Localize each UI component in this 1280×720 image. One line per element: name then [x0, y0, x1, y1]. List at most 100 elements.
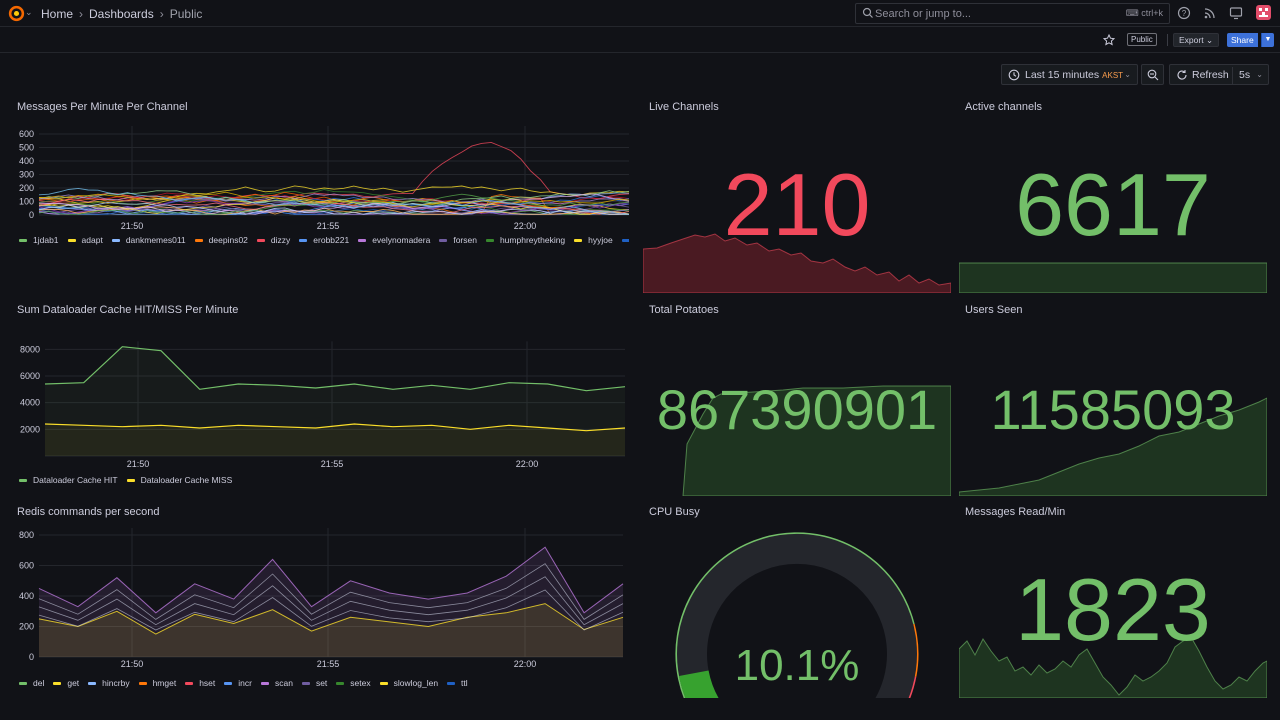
- rss-news-icon[interactable]: [1203, 6, 1217, 20]
- legend-label: hyyjoe: [588, 235, 613, 245]
- gauge-track: [677, 534, 917, 698]
- legend-item[interactable]: set: [301, 676, 327, 692]
- grafana-logo-icon[interactable]: [8, 5, 25, 22]
- panel-total-potatoes: Total Potatoes 867390901: [643, 304, 951, 496]
- x-tick-label: 22:00: [514, 659, 537, 669]
- chevron-right-icon: ›: [159, 7, 164, 21]
- share-options-chevron-icon[interactable]: ▼: [1261, 33, 1274, 47]
- legend-item[interactable]: get: [53, 676, 79, 692]
- panel-title[interactable]: Messages Read/Min: [965, 506, 1066, 518]
- legend-item[interactable]: adapt: [67, 233, 103, 249]
- messages-read-sparkline: [959, 636, 1267, 698]
- breadcrumb: Home › Dashboards › Public: [41, 7, 202, 21]
- stat-value: 867390901: [656, 378, 938, 441]
- time-range-label: Last 15 minutes AKST: [1025, 69, 1124, 81]
- legend-item[interactable]: slowlog_len: [379, 676, 439, 692]
- panel-title[interactable]: Messages Per Minute Per Channel: [17, 101, 188, 113]
- legend-item[interactable]: forsen: [439, 233, 477, 249]
- legend-item[interactable]: hmget: [138, 676, 176, 692]
- legend-swatch: [19, 239, 27, 243]
- panel-users-seen: Users Seen 11585093: [959, 304, 1267, 496]
- dataloader-timeseries-chart[interactable]: 8000 6000 4000 2000 21:50 21:55 22:00: [17, 332, 629, 474]
- redis-timeseries-chart[interactable]: 800 600 400 200 0 21:50 21:55 22:00: [17, 528, 629, 678]
- legend-swatch: [88, 682, 97, 686]
- legend-label: humphreytheking: [499, 235, 566, 245]
- legend-swatch: [621, 239, 629, 243]
- refresh-interval[interactable]: 5s: [1239, 69, 1251, 81]
- x-tick-label: 21:50: [121, 659, 144, 669]
- clock-icon: [1008, 69, 1020, 81]
- chart-legend: del get hincrby hmget hset incr scan set setex sl…: [19, 676, 477, 692]
- legend-swatch: [185, 682, 194, 686]
- svg-text:?: ?: [1182, 9, 1187, 18]
- chevron-down-icon: ⌄: [1124, 70, 1131, 79]
- stat-value: 210: [723, 155, 871, 254]
- y-tick-label: 500: [19, 143, 34, 153]
- search-input[interactable]: Search or jump to... ⌨ ctrl+k: [855, 3, 1170, 24]
- legend-item[interactable]: humphreytheking: [485, 233, 566, 249]
- legend-item[interactable]: evelynomadera: [358, 233, 430, 249]
- legend-item[interactable]: erobb221: [299, 233, 349, 249]
- legend-item[interactable]: Icedmambaa: [621, 233, 629, 249]
- legend-item[interactable]: del: [19, 676, 44, 692]
- legend-item[interactable]: dankmemes011: [111, 233, 186, 249]
- legend-item[interactable]: 1jdab1: [19, 233, 59, 249]
- chevron-right-icon: ›: [79, 7, 84, 21]
- export-button[interactable]: Export ⌄: [1173, 33, 1220, 47]
- panel-live-channels: Live Channels 210: [643, 101, 951, 293]
- legend-item[interactable]: deepins02: [194, 233, 248, 249]
- legend-item[interactable]: hyyjoe: [574, 233, 613, 249]
- panel-dataloader-cache: Sum Dataloader Cache HIT/MISS Per Minute…: [17, 304, 629, 490]
- time-range-picker[interactable]: Last 15 minutes AKST ⌄: [1001, 64, 1138, 85]
- breadcrumb-home[interactable]: Home: [41, 7, 74, 21]
- breadcrumb-dashboards[interactable]: Dashboards: [89, 7, 154, 21]
- legend-swatch: [485, 239, 494, 243]
- legend-label: scan: [274, 678, 293, 688]
- y-tick-label: 2000: [20, 424, 40, 434]
- legend-item[interactable]: Dataloader Cache HIT: [19, 473, 118, 489]
- panel-title[interactable]: Live Channels: [649, 101, 719, 113]
- legend-label: dizzy: [270, 235, 291, 245]
- chevron-down-icon[interactable]: ⌄: [25, 7, 33, 17]
- x-tick-label: 22:00: [514, 221, 537, 231]
- legend-item[interactable]: incr: [224, 676, 252, 692]
- divider: [1232, 67, 1233, 84]
- messages-timeseries-chart[interactable]: 600 500 400 300 200 100 0 21:50 21:55 22:00: [17, 125, 629, 235]
- chart-legend: 1jdab1 adapt dankmemes011 deepins02 dizzy ero…: [19, 233, 629, 290]
- series-area: [39, 603, 623, 657]
- legend-swatch: [447, 682, 456, 686]
- kiosk-mode-icon[interactable]: [1229, 6, 1243, 20]
- series-line: [44, 423, 626, 432]
- panel-title[interactable]: Users Seen: [965, 304, 1023, 316]
- legend-item[interactable]: scan: [260, 676, 293, 692]
- star-icon[interactable]: [1103, 34, 1115, 46]
- legend-item[interactable]: hincrby: [88, 676, 130, 692]
- panel-title[interactable]: Sum Dataloader Cache HIT/MISS Per Minute: [17, 304, 239, 316]
- legend-item[interactable]: dizzy: [256, 233, 291, 249]
- active-channels-sparkline: [959, 262, 1267, 293]
- refresh-button[interactable]: Refresh 5s ⌄: [1169, 64, 1269, 85]
- zoom-out-button[interactable]: [1141, 64, 1164, 85]
- panel-title[interactable]: Redis commands per second: [17, 506, 160, 518]
- legend-item[interactable]: hset: [185, 676, 215, 692]
- x-tick-label: 21:55: [317, 659, 340, 669]
- share-button[interactable]: Share: [1227, 33, 1258, 47]
- legend-label: adapt: [81, 235, 103, 245]
- legend-swatch: [53, 682, 62, 686]
- panel-title[interactable]: Total Potatoes: [649, 304, 719, 316]
- legend-item[interactable]: setex: [336, 676, 371, 692]
- avatar[interactable]: [1256, 5, 1271, 20]
- legend-label: slowlog_len: [393, 678, 439, 688]
- search-placeholder: Search or jump to...: [875, 8, 971, 20]
- panel-title[interactable]: Active channels: [965, 101, 1043, 113]
- legend-swatch: [574, 239, 583, 243]
- help-icon[interactable]: ?: [1177, 6, 1191, 20]
- y-tick-label: 6000: [20, 371, 40, 381]
- legend-label: del: [33, 678, 45, 688]
- legend-item[interactable]: Dataloader Cache MISS: [126, 473, 232, 489]
- legend-label: evelynomadera: [372, 235, 431, 245]
- panel-active-channels: Active channels 6617: [959, 101, 1267, 293]
- panel-title[interactable]: CPU Busy: [649, 506, 700, 518]
- series-line: [44, 346, 626, 392]
- legend-item[interactable]: ttl: [447, 676, 468, 692]
